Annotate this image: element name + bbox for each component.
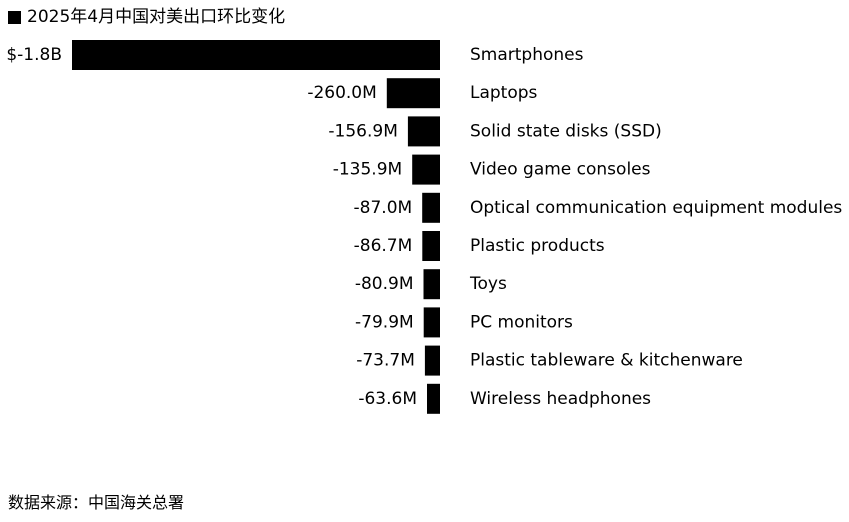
chart-legend: 2025年4月中国对美出口环比变化 (8, 6, 285, 28)
value-label-8: -73.7M (356, 351, 415, 371)
bar-2 (407, 116, 440, 147)
value-label-7: -79.9M (355, 312, 414, 332)
bar-5 (422, 231, 440, 261)
category-label-2: Solid state disks (SSD) (470, 121, 662, 141)
value-label-4: -87.0M (354, 198, 413, 218)
bar-0 (72, 40, 440, 70)
category-label-9: Wireless headphones (470, 389, 651, 409)
value-label-0: $-1.8B (6, 45, 62, 65)
category-label-6: Toys (469, 274, 507, 294)
category-label-0: Smartphones (470, 45, 584, 65)
category-label-1: Laptops (470, 83, 538, 103)
bar-9 (427, 383, 440, 414)
bar-7 (423, 307, 440, 338)
legend-label: 2025年4月中国对美出口环比变化 (27, 7, 286, 27)
value-label-3: -135.9M (333, 160, 402, 180)
value-label-6: -80.9M (355, 274, 414, 294)
value-label-9: -63.6M (358, 389, 417, 409)
category-label-8: Plastic tableware & kitchenware (470, 351, 743, 371)
category-label-3: Video game consoles (470, 160, 651, 180)
category-label-4: Optical communication equipment modules (470, 198, 842, 218)
bar-3 (412, 154, 440, 185)
value-label-2: -156.9M (328, 121, 397, 141)
value-label-5: -86.7M (354, 236, 413, 256)
bar-chart: $-1.8B Smartphones -260.0M Laptops -156.9M So… (6, 40, 842, 414)
category-label-7: PC monitors (470, 312, 573, 332)
category-label-5: Plastic products (470, 236, 605, 256)
legend-swatch (8, 10, 21, 24)
value-label-1: -260.0M (307, 83, 376, 103)
bar-4 (422, 192, 440, 223)
bar-8 (424, 345, 440, 376)
source-note: 数据来源：中国海关总署 (8, 493, 185, 512)
bar-6 (423, 269, 440, 300)
bar-1 (386, 78, 440, 109)
